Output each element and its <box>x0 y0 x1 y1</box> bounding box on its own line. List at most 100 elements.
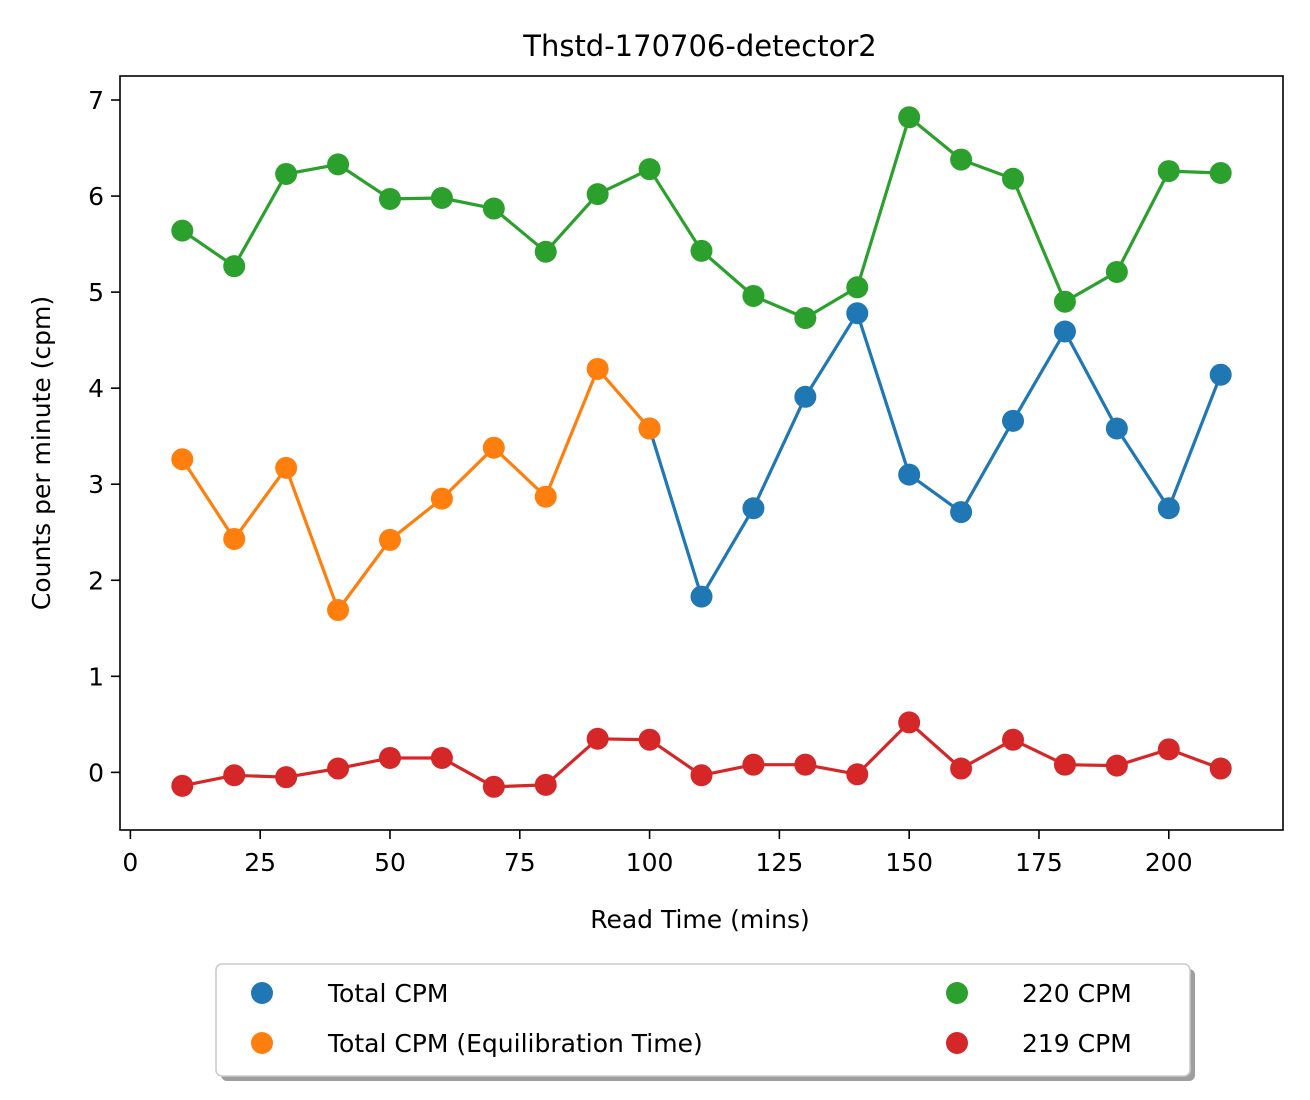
data-point <box>1157 738 1180 761</box>
data-point <box>1002 167 1025 190</box>
y-tick-label: 2 <box>88 566 104 595</box>
data-point <box>742 284 765 307</box>
data-point <box>430 487 453 510</box>
data-point <box>378 528 401 551</box>
plot-area <box>119 75 1284 831</box>
data-point <box>1002 409 1025 432</box>
data-point <box>690 239 713 262</box>
y-tick-label: 4 <box>88 374 104 403</box>
data-point <box>1209 162 1232 185</box>
y-tick-label: 3 <box>88 470 104 499</box>
x-tick-label: 0 <box>122 848 138 877</box>
legend-marker <box>251 1032 273 1054</box>
x-tick-label: 125 <box>756 848 804 877</box>
data-point <box>378 187 401 210</box>
data-point <box>327 599 350 622</box>
series-layer <box>171 106 1232 798</box>
data-point <box>275 456 298 479</box>
data-point <box>482 197 505 220</box>
legend-entry-label: 220 CPM <box>1022 979 1132 1008</box>
legend-marker <box>946 1032 968 1054</box>
y-tick-label: 1 <box>88 662 104 691</box>
data-point <box>690 585 713 608</box>
legend-entry-label: Total CPM <box>327 979 448 1008</box>
legend: Total CPM Total CPM (Equilibration Time) 2… <box>215 963 1195 1081</box>
data-point <box>1105 417 1128 440</box>
x-axis-label: Read Time (mins) <box>590 905 810 934</box>
data-point <box>1157 497 1180 520</box>
data-point <box>690 764 713 787</box>
data-point <box>327 153 350 176</box>
series-line-1 <box>180 367 651 612</box>
legend-entry-label: Total CPM (Equilibration Time) <box>327 1029 703 1058</box>
y-tick-label: 7 <box>88 86 104 115</box>
legend-marker <box>946 982 968 1004</box>
data-point <box>794 753 817 776</box>
data-point <box>1002 728 1025 751</box>
data-point <box>1209 757 1232 780</box>
data-point <box>482 775 505 798</box>
data-point <box>378 746 401 769</box>
x-tick-label: 100 <box>626 848 674 877</box>
data-point <box>638 417 661 440</box>
y-tick-label: 6 <box>88 182 104 211</box>
data-point <box>534 773 557 796</box>
data-point <box>950 148 973 171</box>
x-tick-label: 50 <box>374 848 406 877</box>
data-point <box>950 501 973 524</box>
data-point <box>898 711 921 734</box>
data-point <box>534 485 557 508</box>
data-point <box>898 106 921 129</box>
data-point <box>430 746 453 769</box>
y-axis-label: Counts per minute (cpm) <box>27 296 56 610</box>
data-point <box>1053 290 1076 313</box>
data-point <box>1157 160 1180 183</box>
data-point <box>534 240 557 263</box>
x-tick-label: 200 <box>1145 848 1193 877</box>
data-point <box>586 183 609 206</box>
data-point <box>171 448 194 471</box>
data-point <box>950 757 973 780</box>
data-point <box>846 763 869 786</box>
y-tick-label: 5 <box>88 278 104 307</box>
data-point <box>794 307 817 330</box>
series-line-0 <box>648 311 1223 599</box>
data-point <box>742 497 765 520</box>
legend-marker <box>251 982 273 1004</box>
data-point <box>638 158 661 181</box>
x-tick-label: 75 <box>504 848 536 877</box>
data-point <box>1053 320 1076 343</box>
legend-entry-label: 219 CPM <box>1022 1029 1132 1058</box>
data-point <box>794 385 817 408</box>
data-point <box>223 527 246 550</box>
data-point <box>586 727 609 750</box>
data-point <box>1053 753 1076 776</box>
x-tick-label: 150 <box>885 848 933 877</box>
data-point <box>275 766 298 789</box>
data-point <box>638 728 661 751</box>
data-point <box>586 357 609 380</box>
data-point <box>846 276 869 299</box>
data-point <box>430 186 453 209</box>
data-point <box>327 757 350 780</box>
data-point <box>1105 754 1128 777</box>
data-point <box>846 302 869 325</box>
data-point <box>1209 363 1232 386</box>
data-point <box>482 436 505 459</box>
y-axis: 0 1 2 3 4 5 6 7 <box>88 86 120 787</box>
x-tick-label: 175 <box>1015 848 1063 877</box>
data-point <box>171 774 194 797</box>
y-tick-label: 0 <box>88 758 104 787</box>
chart-title: Thstd-170706-detector2 <box>522 29 877 63</box>
data-point <box>1105 260 1128 283</box>
data-point <box>171 219 194 242</box>
data-point <box>275 162 298 185</box>
data-point <box>223 255 246 278</box>
data-point <box>898 463 921 486</box>
x-axis: 0 25 50 75 100 125 150 175 200 <box>122 830 1193 877</box>
x-tick-label: 25 <box>244 848 276 877</box>
data-point <box>742 753 765 776</box>
data-point <box>223 764 246 787</box>
